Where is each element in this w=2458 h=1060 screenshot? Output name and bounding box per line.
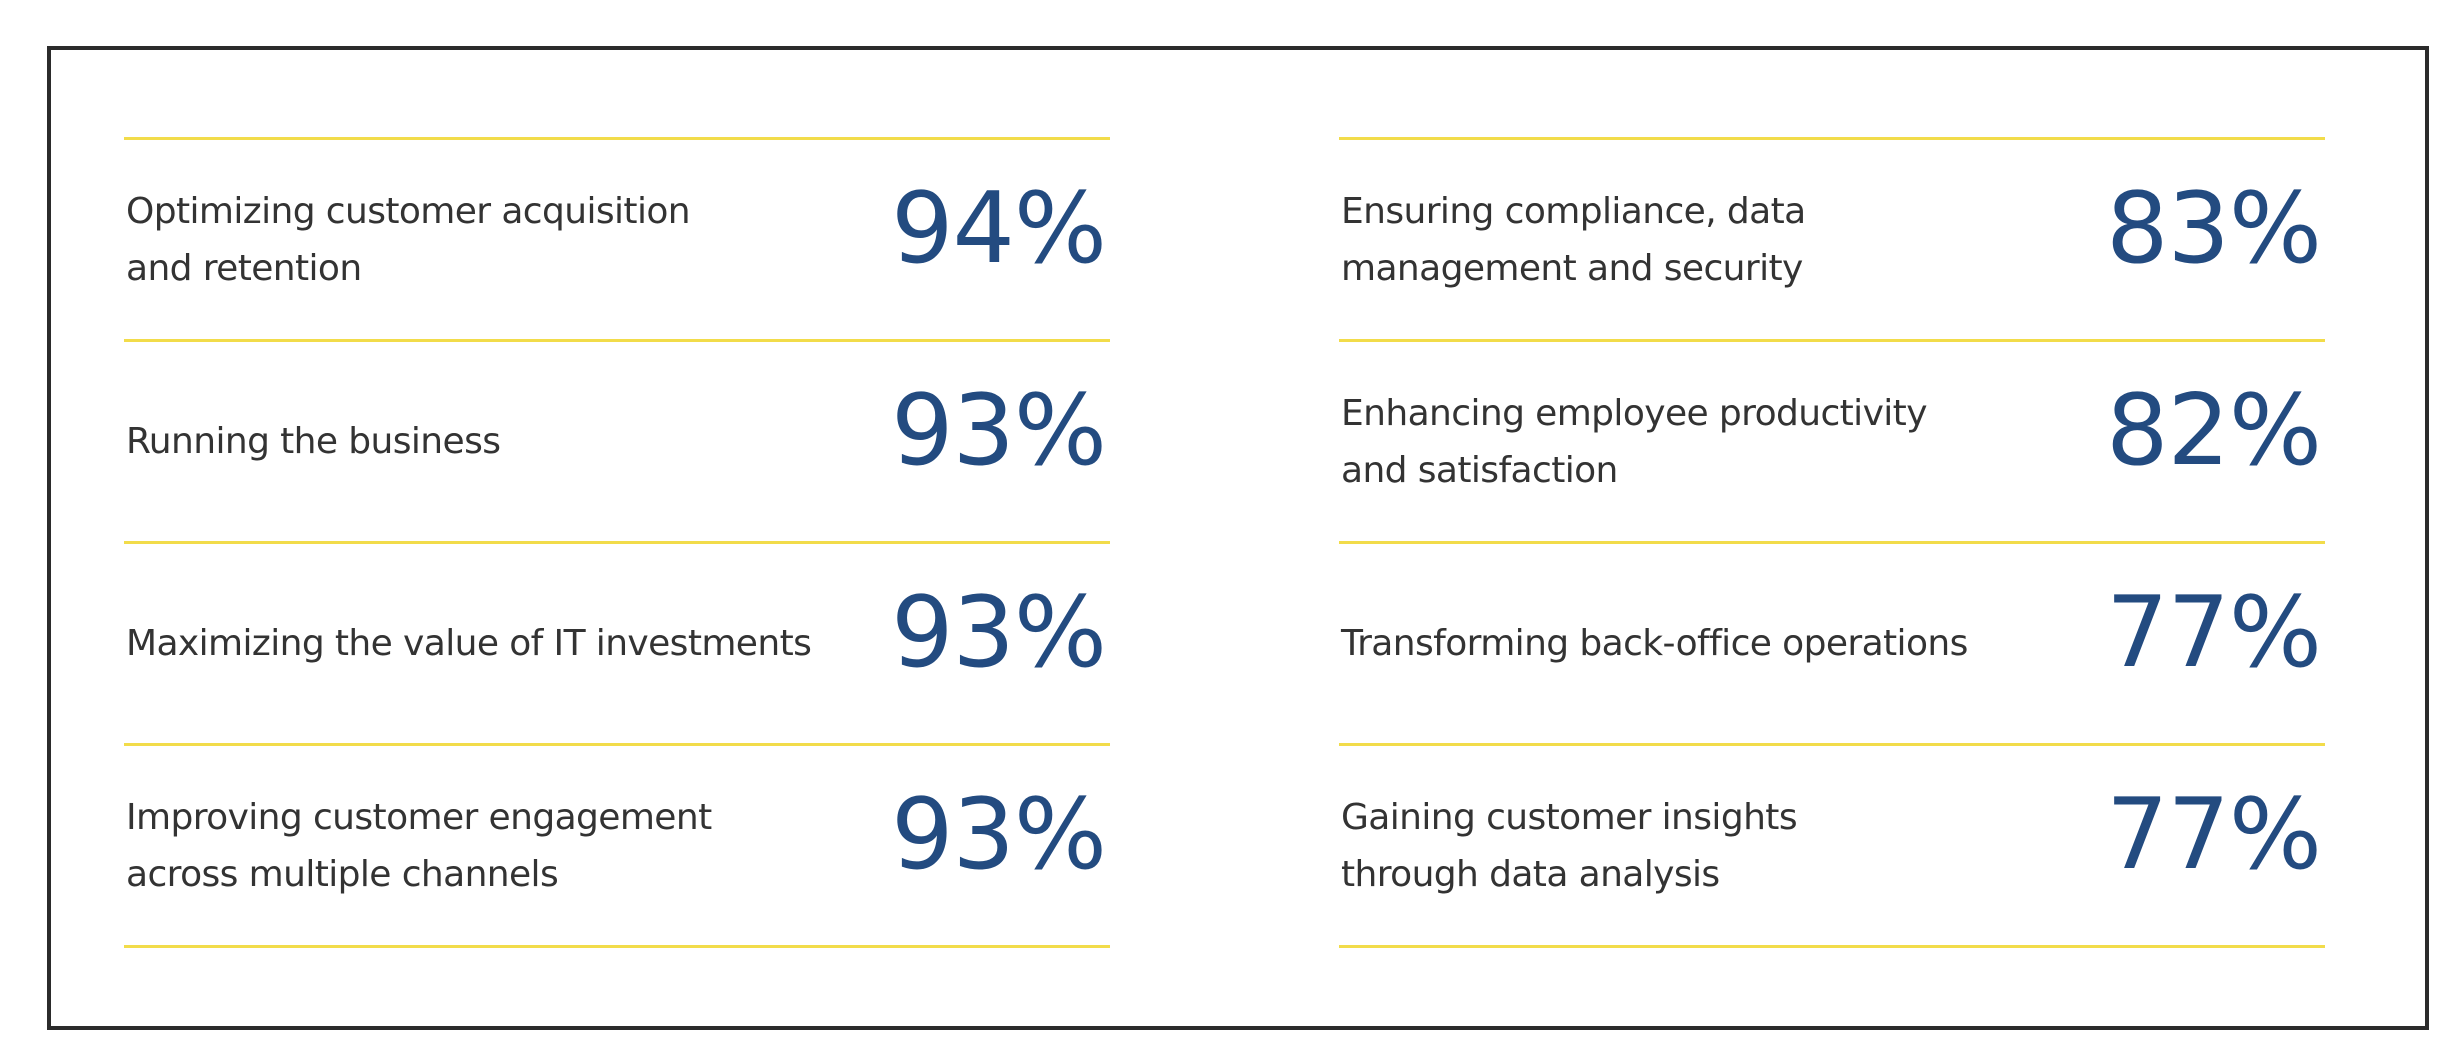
stat-value: 93%: [891, 575, 1107, 690]
stat-label: Enhancing employee productivity and sati…: [1341, 392, 1928, 491]
stat-label: Improving customer engagement across mul…: [126, 796, 712, 895]
stat-label: Optimizing customer acquisition and rete…: [126, 190, 691, 289]
stat-row: Ensuring compliance, data management and…: [1339, 140, 2325, 342]
stats-panel: [47, 46, 2429, 1030]
stat-row: Maximizing the value of IT investments 9…: [124, 544, 1110, 746]
left-stats-column: Optimizing customer acquisition and rete…: [124, 137, 1110, 948]
stat-label: Maximizing the value of IT investments: [126, 623, 812, 664]
stat-label: Running the business: [126, 421, 501, 462]
stat-label: Ensuring compliance, data management and…: [1341, 190, 1806, 289]
stat-row: Running the business 93%: [124, 342, 1110, 544]
stat-row: Improving customer engagement across mul…: [124, 746, 1110, 948]
stat-value: 93%: [891, 777, 1107, 892]
divider-line: [124, 137, 1110, 140]
stat-row: Optimizing customer acquisition and rete…: [124, 140, 1110, 342]
stat-value: 77%: [2106, 575, 2322, 690]
stat-value: 83%: [2106, 171, 2322, 286]
stat-row: Transforming back-office operations 77%: [1339, 544, 2325, 746]
divider-line: [1339, 137, 2325, 140]
stat-label: Gaining customer insights through data a…: [1341, 796, 1798, 895]
stat-label: Transforming back-office operations: [1341, 623, 1968, 664]
stat-value: 93%: [891, 373, 1107, 488]
stat-row: Enhancing employee productivity and sati…: [1339, 342, 2325, 544]
stat-value: 94%: [891, 171, 1107, 286]
right-stats-column: Ensuring compliance, data management and…: [1339, 137, 2325, 948]
stat-value: 77%: [2106, 777, 2322, 892]
stat-value: 82%: [2106, 373, 2322, 488]
stat-row: Gaining customer insights through data a…: [1339, 746, 2325, 948]
